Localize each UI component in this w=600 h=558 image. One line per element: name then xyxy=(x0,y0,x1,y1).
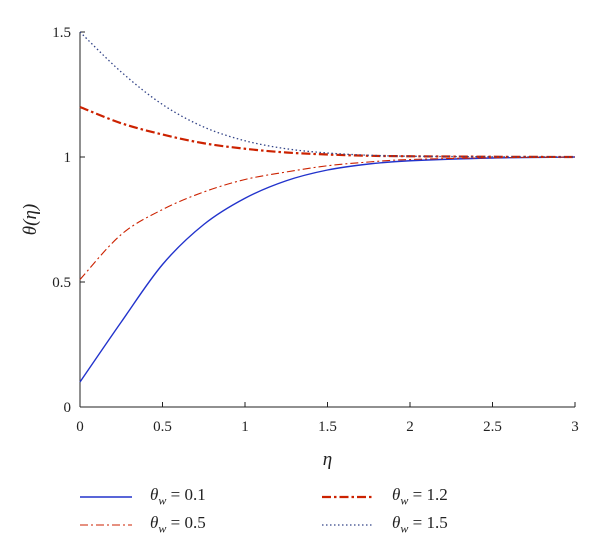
series-line-2 xyxy=(79,156,576,280)
y-axis-label: θ(η) xyxy=(20,204,41,235)
y-tick-label: 0 xyxy=(64,400,72,416)
x-tick-label: 1.5 xyxy=(318,419,337,435)
y-tick-label: 1 xyxy=(64,150,72,166)
x-tick-label: 0 xyxy=(76,419,84,435)
axes xyxy=(79,31,576,408)
x-tick-label: 0.5 xyxy=(153,419,172,435)
y-tick-label: 1.5 xyxy=(52,25,71,41)
x-tick-label: 1 xyxy=(241,419,249,435)
series-line-4 xyxy=(79,31,576,158)
series-group xyxy=(79,31,576,383)
x-tick-label: 2.5 xyxy=(483,419,502,435)
series-line-3 xyxy=(79,105,576,159)
x-tick-label: 2 xyxy=(406,419,414,435)
x-tick-label: 3 xyxy=(571,419,579,435)
x-axis-label: η xyxy=(323,449,332,470)
y-tick-label: 0.5 xyxy=(52,275,71,291)
series-line-1 xyxy=(79,156,576,383)
tick-labels: 0 0.5 1 1.5 2 2.5 3 0 0.5 1 1.5 xyxy=(52,25,579,435)
